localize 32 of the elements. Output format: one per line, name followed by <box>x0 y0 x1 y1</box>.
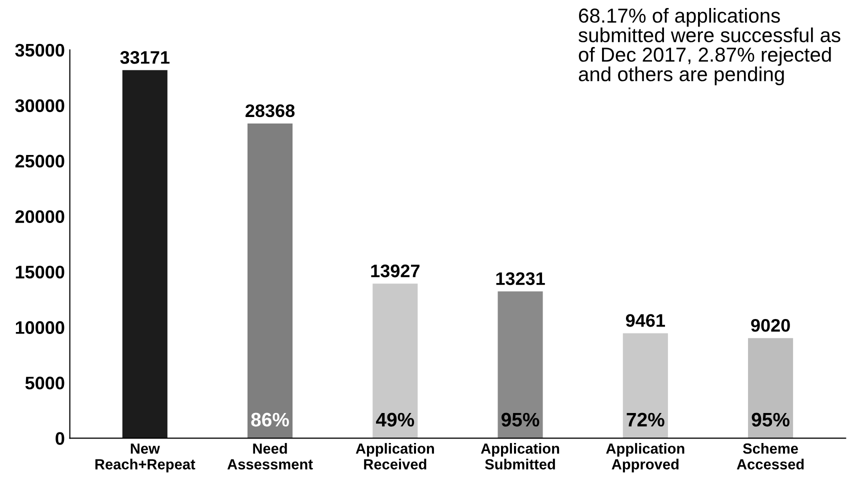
annotation: 68.17% of applications submitted were successful as of Dec 2017, 2.87% rejected and others are pending <box>578 8 840 86</box>
data-label: 33171 <box>120 51 170 64</box>
x-tick-label: Application Submitted <box>480 443 560 470</box>
x-tick-label: Need Assessment <box>227 443 313 470</box>
y-tick-label: 35000 <box>15 44 64 57</box>
bar <box>622 333 668 438</box>
annotation: 95% <box>752 412 790 427</box>
bar <box>372 284 418 438</box>
x-tick-label: Application Received <box>356 443 434 470</box>
y-tick-label: 20000 <box>15 210 64 224</box>
x-tick-label: New Reach+Repeat <box>95 444 196 472</box>
bar <box>248 123 293 438</box>
bar <box>122 70 168 438</box>
y-tick-label: 0 <box>56 432 64 445</box>
data-label: 9461 <box>626 314 665 327</box>
y-tick-label: 25000 <box>15 154 64 168</box>
annotation: 72% <box>626 412 664 427</box>
y-tick-label: 30000 <box>15 99 64 112</box>
annotation: 49% <box>376 412 414 427</box>
annotation: 95% <box>502 412 540 427</box>
y-tick-label: 15000 <box>16 266 64 278</box>
data-label: 13927 <box>371 264 420 278</box>
x-tick-label: Scheme Accessed <box>736 443 804 470</box>
bar <box>748 338 794 438</box>
annotation: 86% <box>251 412 289 427</box>
y-tick-label: 10000 <box>16 321 64 334</box>
y-tick-label: 5000 <box>25 376 64 390</box>
data-label: 13231 <box>496 272 545 286</box>
data-label: 28368 <box>246 104 295 118</box>
data-label: 9020 <box>751 318 790 332</box>
bar <box>498 291 543 438</box>
x-tick-label: Application Approved <box>606 443 684 472</box>
